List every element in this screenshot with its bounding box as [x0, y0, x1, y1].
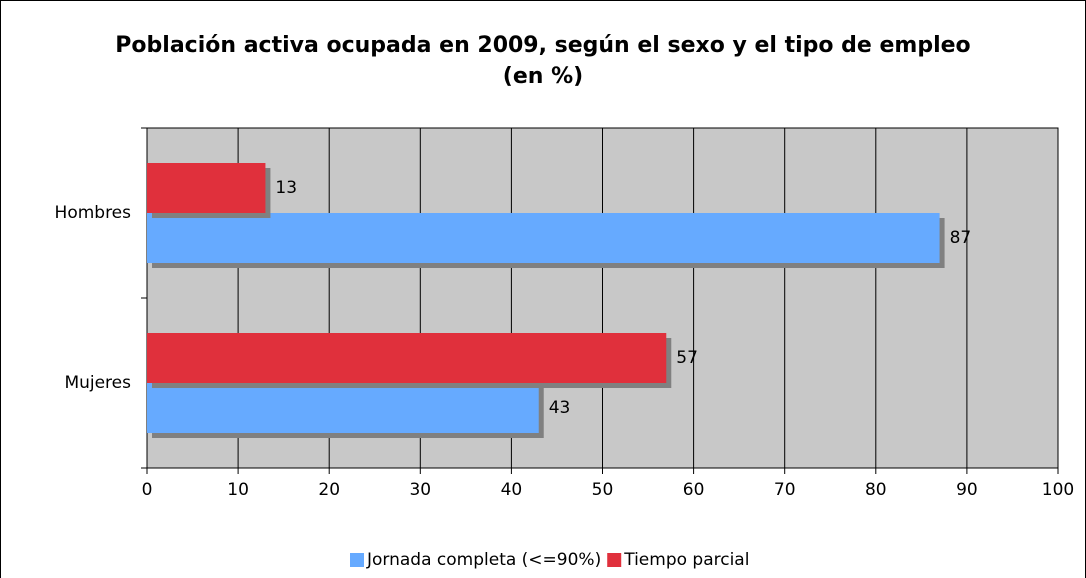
x-tick-label: 30 [409, 480, 431, 500]
x-tick-label: 60 [683, 480, 705, 500]
legend-label: Tiempo parcial [623, 550, 749, 570]
bar [147, 213, 940, 263]
legend-label: Jornada completa (<=90%) [366, 550, 601, 570]
bar [147, 163, 266, 213]
bar [147, 333, 667, 383]
x-tick-label: 40 [501, 480, 523, 500]
y-tick-label: Hombres [55, 203, 132, 223]
x-tick-label: 80 [865, 480, 887, 500]
bar [147, 383, 539, 433]
x-tick-label: 100 [1042, 480, 1074, 500]
x-tick-label: 20 [318, 480, 340, 500]
data-label: 13 [275, 178, 297, 198]
x-tick-label: 70 [774, 480, 796, 500]
data-label: 43 [549, 398, 571, 418]
x-tick-label: 0 [142, 480, 153, 500]
x-tick-label: 90 [956, 480, 978, 500]
data-label: 57 [676, 348, 698, 368]
legend-swatch [350, 553, 364, 567]
x-tick-label: 10 [227, 480, 249, 500]
y-tick-label: Mujeres [64, 373, 131, 393]
chart-title: Población activa ocupada en 2009, según … [115, 33, 971, 89]
x-tick-label: 50 [592, 480, 614, 500]
legend-swatch [607, 553, 622, 567]
data-label: 87 [950, 228, 972, 248]
